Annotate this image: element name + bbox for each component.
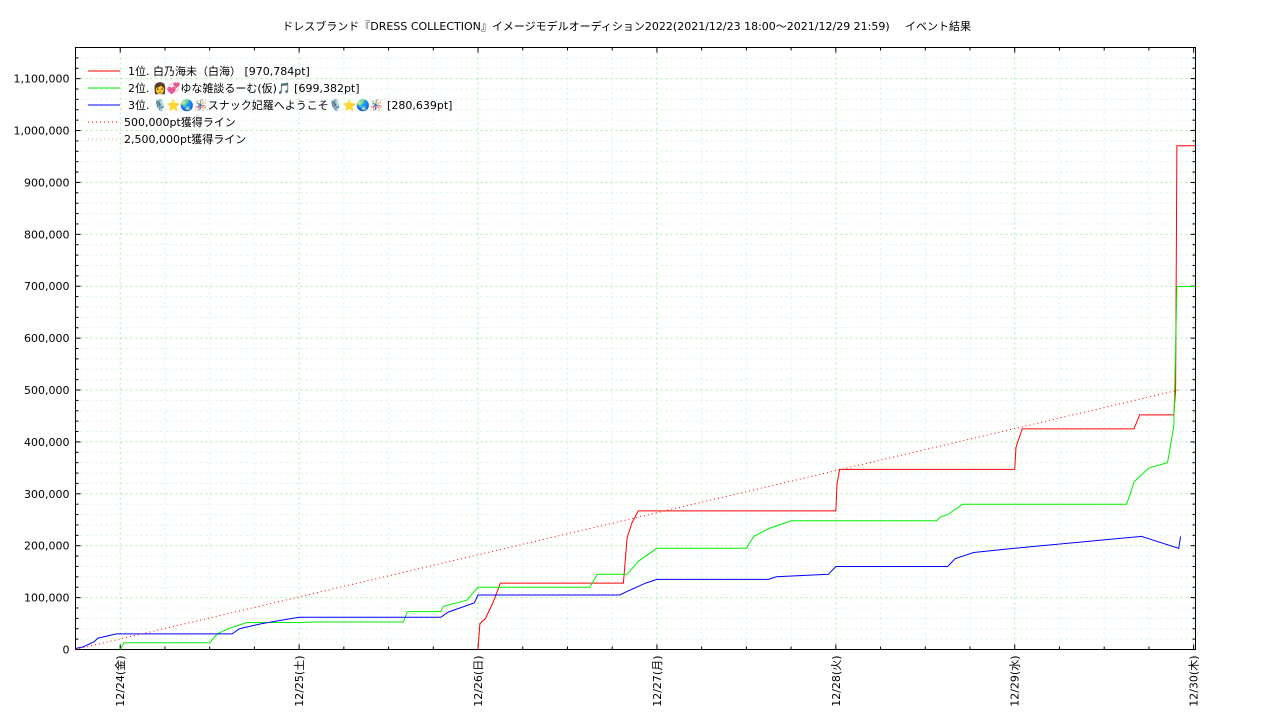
legend-label-1: 1位. 白乃海未（白海） [970,784pt] (128, 64, 310, 78)
x-tick-label: 12/24(金) (113, 656, 127, 707)
chart-title: ドレスブランド『DRESS COLLECTION』イメージモデルオーディション2… (282, 19, 889, 33)
x-tick-label: 12/25(土) (293, 656, 306, 707)
y-tick-label: 800,000 (24, 228, 70, 241)
series-line-1 (477, 145, 1196, 650)
x-tick-label: 12/27(月) (651, 656, 664, 707)
y-tick-label: 0 (63, 644, 70, 657)
x-axis-tick-labels: 12/24(金) 12/25(土) 12/26(日) 12/27(月) 12/28(火)… (113, 656, 1200, 707)
y-tick-label: 300,000 (24, 488, 70, 501)
legend-label-5: 2,500,000pt獲得ライン (124, 133, 246, 146)
y-tick-label: 1,000,000 (14, 125, 70, 138)
legend-label-3: 3位. 🎙️⭐🌏🪅スナック妃羅へようこそ🎙️⭐🌏🪅 [280,639pt] (128, 98, 452, 112)
x-tick-label: 12/30(木) (1188, 656, 1201, 707)
series-line-4 (75, 389, 1179, 650)
x-tick-label: 12/26(日) (472, 656, 485, 707)
y-tick-label: 1,100,000 (14, 73, 70, 86)
x-tick-label: 12/29(水) (1009, 656, 1022, 707)
y-tick-label: 500,000 (24, 384, 70, 397)
y-tick-label: 400,000 (24, 436, 70, 449)
y-tick-label: 100,000 (24, 592, 70, 605)
y-tick-label: 200,000 (24, 540, 70, 553)
chart-subtitle: イベント結果 (905, 19, 971, 33)
y-axis-tick-labels: 0 100,000 200,000 300,000 400,000 500,000 600,… (14, 73, 70, 657)
legend-label-2: 2位. 👩💞ゆな雑談るーむ(仮)🎵 [699,382pt] (128, 81, 360, 95)
series-line-2 (119, 286, 1196, 650)
legend-label-4: 500,000pt獲得ライン (124, 116, 236, 129)
legend: 1位. 白乃海未（白海） [970,784pt] 2位. 👩💞ゆな雑談るーむ(仮)… (88, 64, 452, 146)
series-lines (75, 145, 1196, 650)
x-tick-label: 12/28(火) (830, 656, 843, 707)
y-tick-label: 600,000 (24, 332, 70, 345)
series-line-3 (75, 535, 1182, 649)
y-tick-label: 700,000 (24, 280, 70, 293)
y-tick-label: 900,000 (24, 176, 70, 189)
